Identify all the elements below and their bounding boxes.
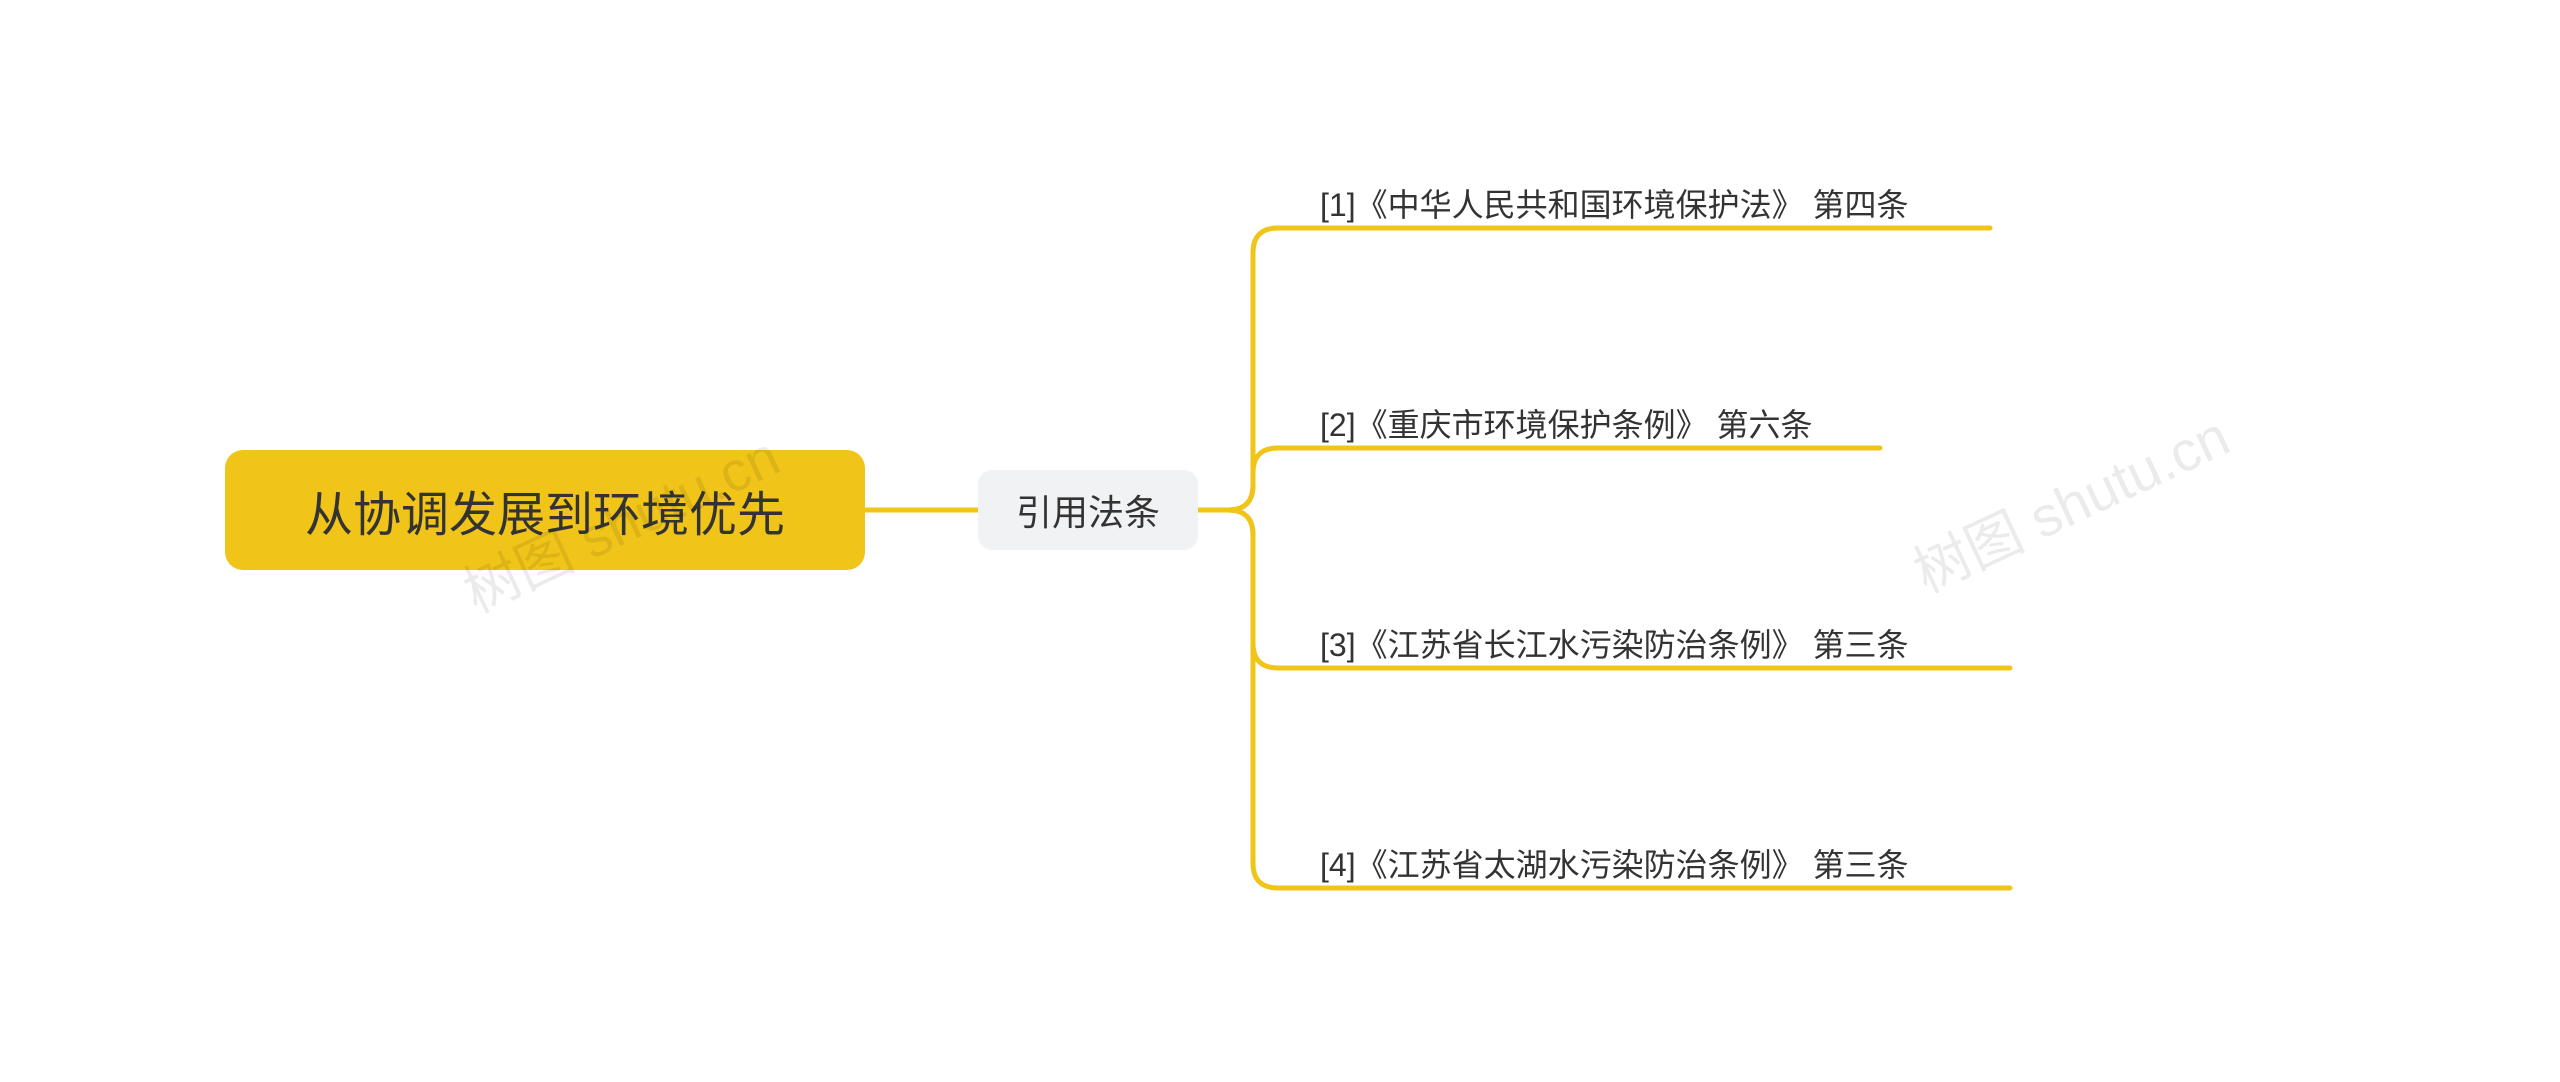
watermark-1: 树图 shutu.cn — [1899, 392, 2241, 609]
leaf-label: [4]《江苏省太湖水污染防治条例》 第三条 — [1320, 847, 1908, 883]
connector-branch-leaf-1 — [1198, 448, 1880, 510]
leaf-label: [2]《重庆市环境保护条例》 第六条 — [1320, 407, 1812, 443]
branch-node: 引用法条 — [978, 470, 1198, 550]
leaf-node-2: [3]《江苏省长江水污染防治条例》 第三条 — [1320, 620, 1908, 666]
leaf-node-1: [2]《重庆市环境保护条例》 第六条 — [1320, 400, 1812, 446]
root-label: 从协调发展到环境优先 — [305, 475, 785, 545]
leaf-node-0: [1]《中华人民共和国环境保护法》 第四条 — [1320, 180, 1908, 226]
connector-branch-leaf-3 — [1198, 510, 2010, 888]
connector-branch-leaf-0 — [1198, 228, 1990, 510]
leaf-node-3: [4]《江苏省太湖水污染防治条例》 第三条 — [1320, 840, 1908, 886]
leaf-label: [3]《江苏省长江水污染防治条例》 第三条 — [1320, 627, 1908, 663]
branch-label: 引用法条 — [1016, 484, 1160, 536]
leaf-label: [1]《中华人民共和国环境保护法》 第四条 — [1320, 187, 1908, 223]
root-node: 从协调发展到环境优先 — [225, 450, 865, 570]
